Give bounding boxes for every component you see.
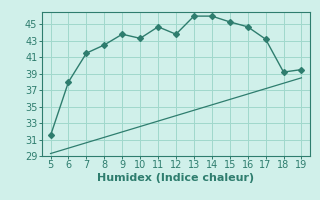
X-axis label: Humidex (Indice chaleur): Humidex (Indice chaleur) [97,173,255,183]
